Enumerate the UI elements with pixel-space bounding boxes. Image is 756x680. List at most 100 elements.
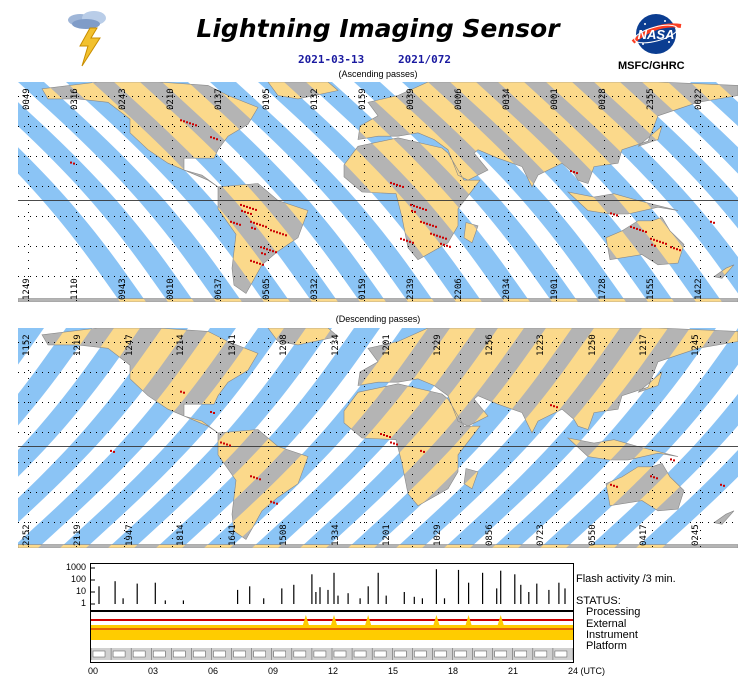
- lightning-flash: [383, 434, 385, 436]
- lightning-flash: [576, 172, 578, 175]
- lightning-flash: [276, 502, 278, 505]
- lightning-flash: [259, 478, 261, 481]
- lightning-flash: [253, 476, 255, 479]
- pass-time-label: 0245: [690, 524, 701, 546]
- pass-time-label: 0316: [70, 88, 80, 110]
- lightning-flash: [723, 484, 725, 487]
- lightning-bolt-icon: [62, 8, 112, 75]
- platform-cell: [92, 650, 106, 658]
- status-processing-label: Processing: [586, 606, 641, 618]
- coastline: [17, 327, 739, 549]
- external-spike: [302, 615, 309, 625]
- platform-cell: [313, 650, 327, 658]
- pass-time-label: 1256: [484, 334, 495, 356]
- lightning-flash: [636, 227, 638, 230]
- status-platform-label: Platform: [586, 640, 627, 652]
- lightning-flash: [610, 212, 612, 215]
- pass-time-label: 1341: [227, 334, 238, 356]
- lightning-flash: [386, 435, 388, 437]
- lightning-flash: [406, 239, 408, 242]
- lightning-flash: [402, 185, 404, 188]
- pass-time-label: 0159: [358, 88, 368, 110]
- external-bar: [91, 625, 573, 635]
- lightning-flash: [236, 222, 238, 225]
- lightning-flash: [433, 233, 435, 236]
- pass-time-label: 0417: [639, 524, 650, 546]
- instrument-bar: [91, 634, 573, 640]
- lightning-flash: [409, 240, 411, 243]
- pass-time-label: 1214: [176, 334, 187, 356]
- lightning-flash: [653, 476, 655, 479]
- platform-cell: [373, 650, 387, 658]
- pass-time-label: 2339: [406, 278, 416, 300]
- lightning-flash: [216, 138, 218, 141]
- lightning-flash: [189, 122, 191, 125]
- lightning-flash: [399, 184, 401, 187]
- swath-band: [252, 328, 476, 548]
- lightning-flash: [244, 210, 246, 213]
- lightning-flash: [285, 234, 287, 237]
- pass-time-label: 1234: [330, 334, 341, 356]
- lightning-flash: [263, 247, 265, 250]
- swath-band: [0, 85, 194, 302]
- lightning-flash: [651, 243, 653, 246]
- external-spike: [497, 615, 504, 625]
- pass-time-label: 1422: [694, 278, 704, 300]
- pass-time-label: 0505: [262, 278, 272, 300]
- lightning-flash: [266, 248, 268, 251]
- pass-time-label: 0001: [550, 88, 560, 110]
- grid-dots: [18, 338, 733, 547]
- platform-cell: [112, 650, 126, 658]
- lightning-flash: [653, 238, 655, 241]
- org-label: MSFC/GHRC: [618, 60, 685, 72]
- external-spike: [433, 615, 440, 625]
- lightning-flash: [710, 220, 712, 223]
- lightning-flash: [430, 232, 432, 235]
- lightning-flash: [230, 220, 232, 223]
- pass-time-label: 1029: [433, 524, 444, 546]
- lightning-flash: [255, 208, 257, 211]
- lightning-flash: [645, 230, 647, 233]
- land-swath-band: [300, 328, 524, 548]
- swath-band: [60, 328, 284, 548]
- lightning-flash: [183, 391, 185, 394]
- lightning-flash: [429, 223, 431, 226]
- lightning-flash: [70, 161, 72, 164]
- lightning-flash: [273, 501, 275, 504]
- lightning-flash: [273, 230, 275, 233]
- pass-time-label: 0550: [587, 524, 598, 546]
- pass-time-label: 1814: [176, 524, 187, 546]
- status-label: STATUS:: [576, 595, 621, 607]
- platform-cell: [534, 650, 548, 658]
- lightning-flash: [275, 251, 277, 254]
- lightning-flash: [243, 204, 245, 207]
- pass-time-label: 0022: [694, 88, 704, 110]
- lightning-flash: [253, 221, 255, 224]
- lightning-flash: [414, 210, 416, 213]
- lightning-flash: [613, 213, 615, 216]
- lightning-flash: [412, 241, 414, 244]
- lightning-flash: [250, 475, 252, 478]
- lightning-flash: [449, 245, 451, 248]
- lightning-flash: [665, 242, 667, 245]
- lightning-flash: [656, 239, 658, 242]
- platform-cell: [414, 650, 427, 658]
- lightning-flash: [670, 246, 672, 249]
- lightning-flash: [435, 225, 437, 228]
- lightning-flash: [425, 208, 427, 211]
- pass-time-label: 1208: [279, 334, 290, 356]
- platform-cell: [132, 650, 146, 658]
- pass-time-label: 1249: [22, 278, 32, 300]
- platform-cell: [434, 650, 447, 658]
- platform-cell: [153, 650, 166, 658]
- lightning-flash: [186, 121, 188, 124]
- swath-band: [492, 328, 716, 548]
- lightning-flash: [113, 450, 115, 453]
- platform-cell: [233, 650, 246, 658]
- pass-time-label: 0723: [536, 524, 547, 546]
- lightning-flash: [256, 222, 258, 225]
- pass-time-label: 2119: [73, 524, 84, 546]
- lightning-flash: [426, 222, 428, 225]
- lightning-flash: [282, 233, 284, 236]
- pass-time-label: 1728: [598, 278, 608, 300]
